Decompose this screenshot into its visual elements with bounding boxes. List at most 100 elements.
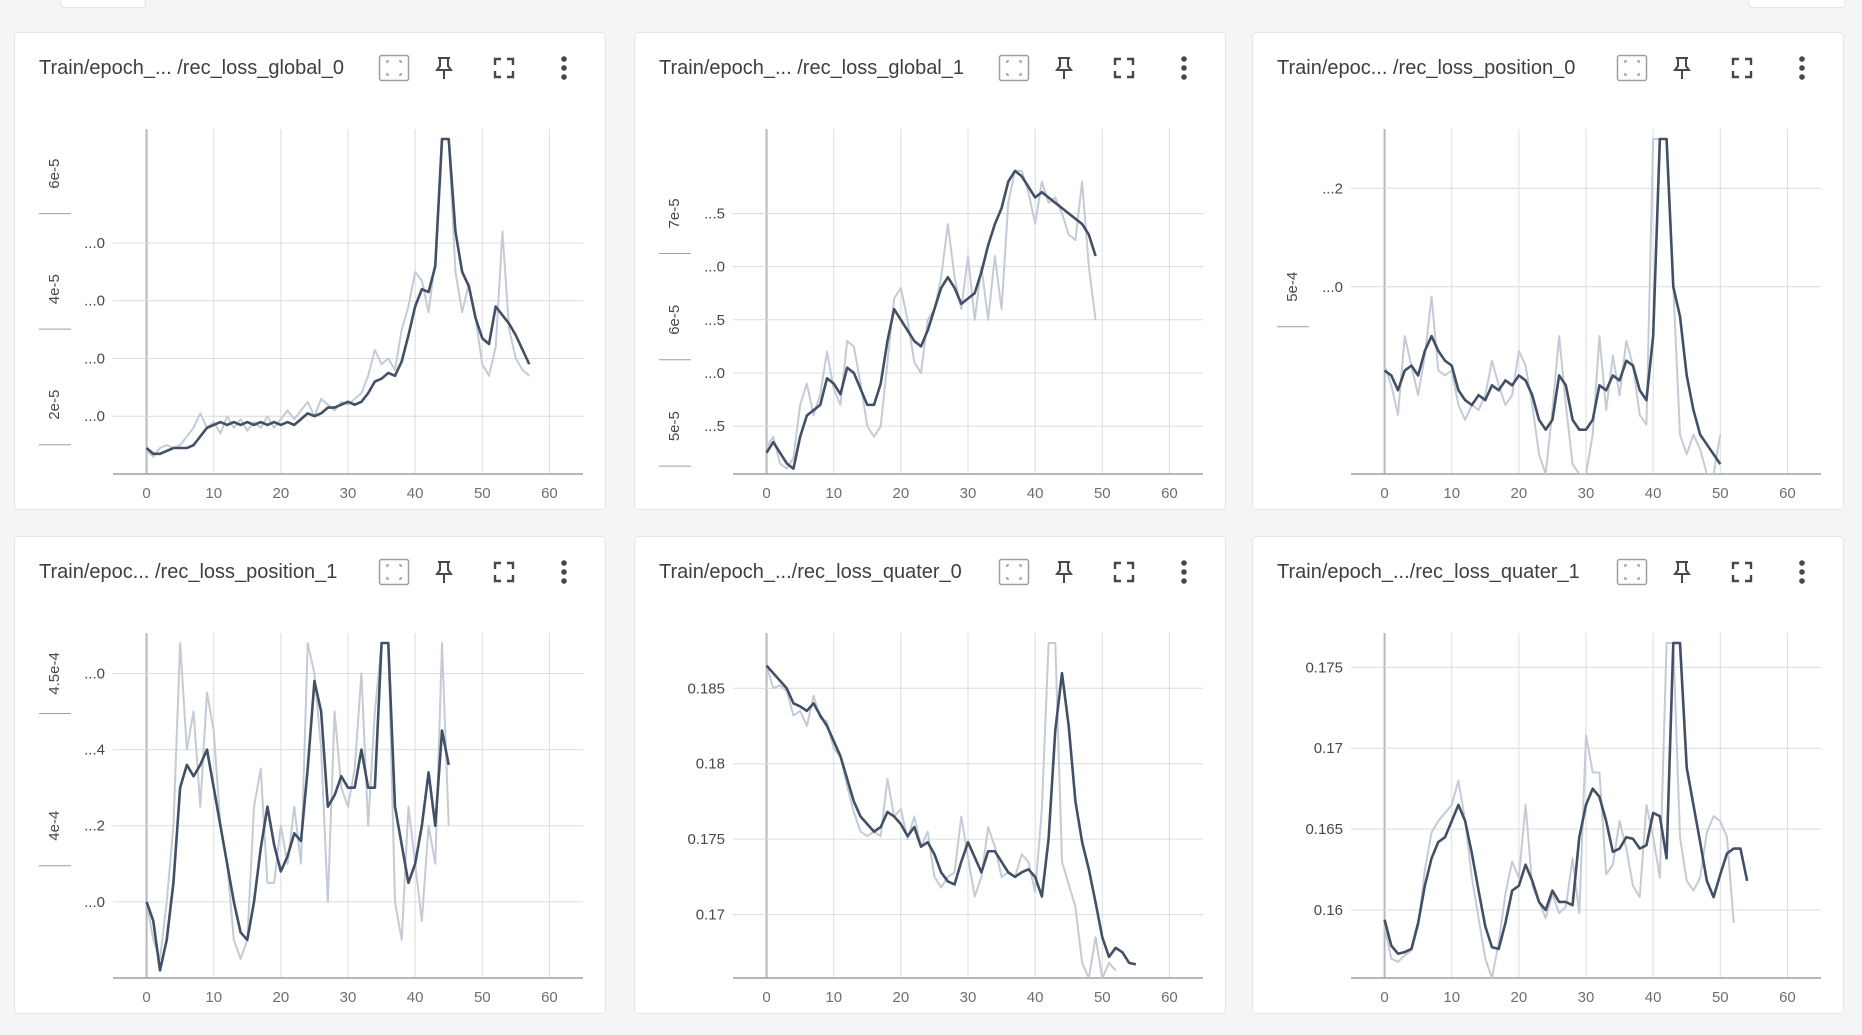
pin-button[interactable] xyxy=(425,51,463,85)
fullscreen-button[interactable] xyxy=(485,555,523,589)
x-tick-label: 0 xyxy=(142,989,150,1006)
fit-domain-button[interactable] xyxy=(375,51,413,85)
x-tick-label: 0 xyxy=(1380,989,1388,1006)
x-tick-label: 30 xyxy=(340,989,357,1006)
card-title: Train/epoch_.../rec_loss_quater_1 xyxy=(1277,561,1580,583)
pin-button[interactable] xyxy=(1663,51,1701,85)
x-tick-label: 0 xyxy=(1380,485,1388,502)
scalar-chart-card: Train/epoc... /rec_loss_position_0 0 10 20 3… xyxy=(1252,32,1844,510)
plot-area[interactable]: 0 10 20 30 40 50 60 ...0 ...0 ...0 ...0 2e-5 4e-5 6e-… xyxy=(15,119,607,511)
scalar-chart-card: Train/epoch_.../rec_loss_quater_0 0 10 20 30… xyxy=(634,536,1226,1014)
scalar-chart-card: Train/epoch_... /rec_loss_global_1 0 10 20 3… xyxy=(634,32,1226,510)
y-tick-label: ...2 xyxy=(1322,180,1343,197)
fit-domain-button[interactable] xyxy=(375,555,413,589)
fullscreen-button[interactable] xyxy=(1105,51,1143,85)
fullscreen-button[interactable] xyxy=(1723,51,1761,85)
y-tick-label: 0.17 xyxy=(1314,740,1343,757)
pin-icon xyxy=(1671,55,1693,81)
top-toolbar-button-left[interactable] xyxy=(60,0,146,8)
fullscreen-icon xyxy=(492,560,516,584)
card-header: Train/epoch_... /rec_loss_global_0 xyxy=(15,33,605,119)
x-tick-label: 50 xyxy=(1094,485,1111,502)
more-vert-icon xyxy=(560,55,568,81)
card-header: Train/epoch_.../rec_loss_quater_1 xyxy=(1253,537,1843,623)
fit-domain-button[interactable] xyxy=(995,555,1033,589)
more-vert-icon xyxy=(1798,55,1806,81)
fit-domain-button[interactable] xyxy=(1613,51,1651,85)
x-tick-label: 30 xyxy=(1578,989,1595,1006)
x-tick-label: 50 xyxy=(1712,989,1729,1006)
smoothed-series-line xyxy=(765,664,1137,966)
pin-button[interactable] xyxy=(425,555,463,589)
x-tick-label: 60 xyxy=(1161,485,1178,502)
fullscreen-icon xyxy=(1730,56,1754,80)
y-axis-magnitude-label: 4e-4 xyxy=(46,811,63,841)
x-tick-label: 60 xyxy=(1161,989,1178,1006)
pin-button[interactable] xyxy=(1045,51,1083,85)
pin-icon xyxy=(1053,559,1075,585)
fit-domain-icon xyxy=(378,54,410,82)
smoothed-series-line xyxy=(145,137,531,456)
fullscreen-button[interactable] xyxy=(485,51,523,85)
more-vert-button[interactable] xyxy=(1783,51,1821,85)
more-vert-button[interactable] xyxy=(1165,51,1203,85)
y-axis-magnitude-label: 6e-5 xyxy=(46,159,63,189)
x-tick-label: 50 xyxy=(474,485,491,502)
more-vert-icon xyxy=(1798,559,1806,585)
y-axis-magnitude-label: 4e-5 xyxy=(46,274,63,304)
plot-area[interactable]: 0 10 20 30 40 50 60 0.185 0.18 0.175 0.17 xyxy=(635,623,1227,1015)
y-tick-label: 0.185 xyxy=(687,680,725,697)
card-title: Train/epoch_... /rec_loss_global_1 xyxy=(659,57,964,79)
x-tick-label: 30 xyxy=(960,485,977,502)
card-header: Train/epoch_.../rec_loss_quater_0 xyxy=(635,537,1225,623)
x-tick-label: 20 xyxy=(893,989,910,1006)
fit-domain-icon xyxy=(998,558,1030,586)
more-vert-button[interactable] xyxy=(545,51,583,85)
more-vert-icon xyxy=(1180,55,1188,81)
line-chart: 0 10 20 30 40 50 60 ...0 ...0 ...0 ...0 2e-5 4e-5 6e-… xyxy=(39,129,583,502)
plot-area[interactable]: 0 10 20 30 40 50 60 ...5 ...0 ...5 ...0 ...5 5e-5 6e-… xyxy=(635,119,1227,511)
card-title: Train/epoch_.../rec_loss_quater_0 xyxy=(659,561,962,583)
plot-area[interactable]: 0 10 20 30 40 50 60 ...2 ...0 5e-4 xyxy=(1253,119,1845,511)
x-tick-label: 0 xyxy=(762,989,770,1006)
more-vert-button[interactable] xyxy=(1783,555,1821,589)
pin-button[interactable] xyxy=(1045,555,1083,589)
x-tick-label: 20 xyxy=(1511,989,1528,1006)
y-tick-label: ...0 xyxy=(704,259,725,276)
x-tick-label: 10 xyxy=(825,485,842,502)
y-tick-label: ...0 xyxy=(1322,279,1343,296)
fullscreen-icon xyxy=(1112,56,1136,80)
more-vert-button[interactable] xyxy=(545,555,583,589)
x-tick-label: 60 xyxy=(541,989,558,1006)
y-tick-label: ...0 xyxy=(704,365,725,382)
y-tick-label: 0.18 xyxy=(696,756,725,773)
fit-domain-button[interactable] xyxy=(995,51,1033,85)
y-axis-magnitude-label: 5e-4 xyxy=(1284,272,1301,302)
x-tick-label: 20 xyxy=(1511,485,1528,502)
x-tick-label: 50 xyxy=(1094,989,1111,1006)
plot-area[interactable]: 0 10 20 30 40 50 60 0.175 0.17 0.165 0.16 xyxy=(1253,623,1845,1015)
x-tick-label: 30 xyxy=(1578,485,1595,502)
more-vert-icon xyxy=(560,559,568,585)
x-tick-label: 20 xyxy=(273,989,290,1006)
fullscreen-button[interactable] xyxy=(1105,555,1143,589)
line-chart: 0 10 20 30 40 50 60 ...5 ...0 ...5 ...0 ...5 5e-5 6e-… xyxy=(659,129,1203,502)
plot-area[interactable]: 0 10 20 30 40 50 60 ...0 ...4 ...2 ...0 4e-4 4.5e-4 xyxy=(15,623,607,1015)
fit-domain-button[interactable] xyxy=(1613,555,1651,589)
more-vert-button[interactable] xyxy=(1165,555,1203,589)
fullscreen-button[interactable] xyxy=(1723,555,1761,589)
x-tick-label: 30 xyxy=(340,485,357,502)
fit-domain-icon xyxy=(1616,54,1648,82)
y-tick-label: 0.17 xyxy=(696,907,725,924)
x-tick-label: 40 xyxy=(1645,485,1662,502)
y-tick-label: 0.175 xyxy=(687,831,725,848)
raw-series-line xyxy=(1383,642,1735,978)
pin-button[interactable] xyxy=(1663,555,1701,589)
y-tick-label: ...0 xyxy=(84,665,105,682)
top-toolbar-button-right[interactable] xyxy=(1748,0,1846,8)
y-tick-label: ...0 xyxy=(84,894,105,911)
x-tick-label: 10 xyxy=(1443,485,1460,502)
y-tick-label: ...4 xyxy=(84,742,105,759)
y-tick-label: 0.175 xyxy=(1305,659,1343,676)
pin-icon xyxy=(433,559,455,585)
